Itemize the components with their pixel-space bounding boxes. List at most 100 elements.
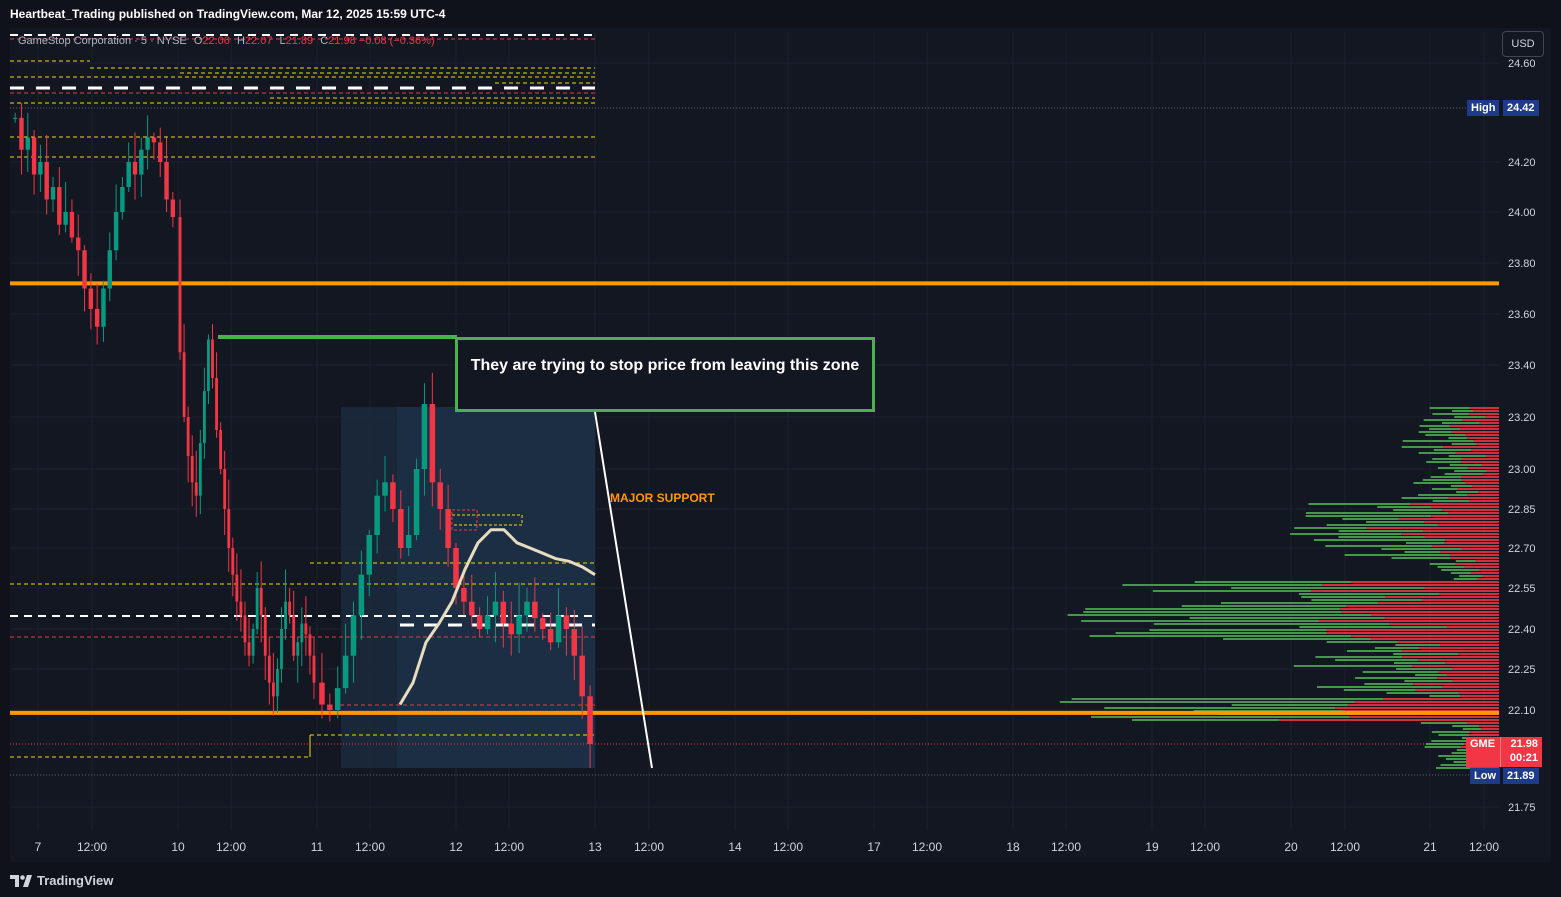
x-tick-label: 12:00 — [1469, 840, 1499, 854]
y-tick-label: 22.40 — [1508, 624, 1536, 636]
legend-high-label: H — [236, 35, 245, 47]
volume-profile-bar-up — [1305, 515, 1432, 517]
candle-body — [492, 601, 499, 616]
y-tick-label: 22.70 — [1508, 543, 1536, 555]
volume-profile-bar-up — [1364, 683, 1414, 685]
x-tick-label: 12:00 — [773, 840, 803, 854]
volume-profile-bar-up — [1338, 536, 1425, 538]
volume-profile-bar-up — [1305, 512, 1449, 514]
candle-body — [94, 308, 100, 327]
volume-profile-bar-down — [1445, 539, 1499, 541]
x-tick-label: 12:00 — [355, 840, 385, 854]
volume-profile-bar-down — [1482, 575, 1499, 577]
volume-profile-bar-down — [1412, 665, 1499, 667]
volume-profile-bar-up — [1455, 560, 1476, 562]
volume-profile-bar-up — [1081, 620, 1319, 622]
volume-profile-bar-up — [1194, 581, 1352, 583]
candle-body — [319, 682, 325, 705]
volume-profile-bar-down — [1465, 482, 1499, 484]
candle-body — [366, 535, 373, 575]
volume-profile-bar-up — [1391, 557, 1451, 559]
volume-profile-bar-down — [1476, 443, 1499, 445]
volume-profile-bar-down — [1450, 557, 1499, 559]
volume-profile-bar-up — [1441, 422, 1480, 424]
volume-profile-bar-up — [1433, 449, 1471, 451]
candle-body — [358, 574, 365, 616]
volume-profile-bar-down — [1419, 647, 1499, 649]
volume-profile-bar-down — [1468, 734, 1499, 736]
volume-profile-bar-up — [1377, 506, 1432, 508]
volume-profile-bar-down — [1383, 698, 1499, 700]
volume-profile-bar-down — [1458, 653, 1499, 655]
volume-profile-bar-up — [1418, 431, 1452, 433]
volume-profile-bar-up — [1149, 629, 1327, 631]
volume-profile-bar-up — [1290, 533, 1402, 535]
candle-body — [139, 149, 144, 175]
volume-profile-bar-up — [1395, 644, 1440, 646]
volume-profile-bar-down — [1346, 605, 1499, 607]
volume-profile-bar-up — [1437, 566, 1465, 568]
publisher-header: Heartbeat_Trading published on TradingVi… — [0, 0, 1561, 28]
volume-profile-bar-down — [1473, 440, 1499, 442]
price-chart[interactable]: 24.60 24.20 24.00 23.80 23.60 23.40 23.20 23.00… — [0, 0, 1561, 866]
low-tag-value: 21.89 — [1503, 768, 1539, 784]
candle-body — [398, 509, 404, 548]
candle-body — [132, 162, 138, 175]
volume-profile-bar-up — [1366, 521, 1425, 523]
candle-body — [500, 601, 507, 624]
candle-body — [202, 391, 206, 443]
tradingview-logo[interactable]: TradingView — [10, 873, 113, 888]
candle-body — [76, 237, 81, 251]
candle-body — [524, 601, 530, 616]
candle-body — [223, 469, 227, 509]
volume-profile-bar-up — [1456, 491, 1479, 493]
low-tag-label: Low — [1470, 768, 1500, 784]
volume-profile-bar-up — [1311, 599, 1423, 601]
candle-body — [151, 137, 157, 143]
volume-profile-bar-down — [1461, 458, 1499, 460]
volume-profile-bar-up — [1452, 725, 1480, 727]
volume-profile-bar-down — [1409, 503, 1499, 505]
volume-profile-bar-down — [1439, 593, 1499, 595]
candle-body — [101, 288, 106, 327]
x-tick-label: 11 — [311, 840, 324, 854]
volume-profile-bar-up — [1153, 623, 1390, 625]
candle-body — [219, 430, 223, 469]
volume-profile-bar-down — [1398, 518, 1499, 520]
volume-profile-bar-up — [1122, 584, 1323, 586]
volume-profile-bar-down — [1402, 656, 1499, 658]
x-tick-label: 12 — [449, 840, 463, 854]
candle-body — [145, 137, 150, 150]
candle-body — [44, 162, 49, 200]
volume-profile-bar-down — [1326, 629, 1499, 631]
volume-profile-bar-down — [1469, 407, 1499, 409]
candle-body — [186, 417, 190, 456]
volume-profile-bar-down — [1339, 608, 1499, 610]
volume-profile-bar-down — [1452, 668, 1499, 670]
volume-profile-bar-down — [1423, 530, 1499, 532]
volume-profile-bar-down — [1461, 476, 1499, 478]
volume-profile-bar-up — [1429, 428, 1461, 430]
volume-profile-bar-down — [1473, 410, 1499, 412]
x-tick-label: 12:00 — [1051, 840, 1081, 854]
y-tick-label: 24.00 — [1508, 207, 1536, 219]
candle-body — [516, 615, 522, 635]
candle-body — [413, 469, 420, 535]
volume-profile-bar-up — [1429, 407, 1470, 409]
volume-profile-bar-down — [1472, 485, 1499, 487]
candle-body — [243, 615, 247, 643]
volume-profile-bar-up — [1083, 611, 1342, 613]
candle-body — [231, 548, 235, 575]
volume-profile-bar-down — [1389, 623, 1499, 625]
chart-area[interactable] — [10, 28, 1551, 862]
volume-profile-bar-up — [1393, 653, 1459, 655]
currency-button[interactable]: USD — [1502, 31, 1544, 57]
volume-profile-bar-down — [1452, 680, 1499, 682]
tradingview-icon — [10, 874, 32, 887]
x-tick-label: 21 — [1423, 840, 1437, 854]
volume-profile-bar-down — [1437, 677, 1499, 679]
volume-profile-bar-up — [1362, 671, 1439, 673]
volume-profile-bar-up — [1308, 503, 1410, 505]
candle-body — [304, 623, 308, 635]
volume-profile-bar-up — [1326, 641, 1398, 643]
